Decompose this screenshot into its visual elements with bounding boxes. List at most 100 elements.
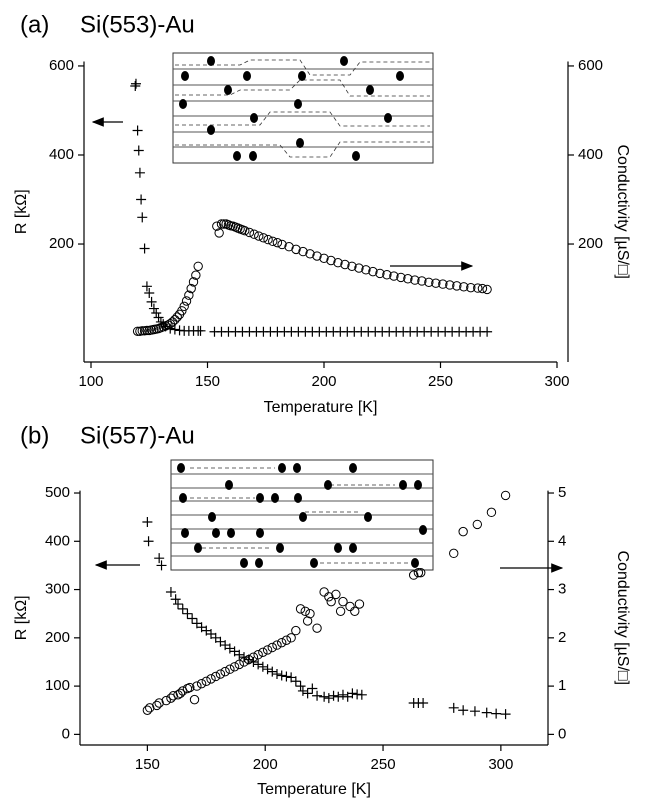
plus-point	[356, 689, 367, 700]
x-tick-label: 100	[78, 373, 103, 390]
y-tick-label: 200	[49, 235, 74, 252]
plus-point	[253, 659, 264, 670]
x-axis-label: Temperature [K]	[264, 399, 378, 416]
plus-point	[136, 194, 147, 205]
circle-point	[249, 229, 259, 239]
plus-point	[333, 691, 344, 702]
plus-point	[170, 594, 181, 605]
circle-point	[452, 281, 462, 291]
y2-tick-label: 3	[558, 581, 566, 598]
circle-point	[267, 642, 277, 653]
y-axis-label: R [kΩ]	[13, 189, 30, 234]
circle-point	[281, 635, 292, 645]
circle-point	[312, 251, 322, 261]
circle-point	[277, 637, 287, 648]
circle-point	[244, 654, 254, 665]
circle-point	[258, 647, 268, 658]
circle-point	[196, 678, 207, 689]
y-tick-label: 600	[49, 57, 74, 74]
y2-tick-label: 0	[558, 725, 566, 742]
circle-point	[145, 703, 155, 713]
plus-point	[312, 690, 323, 701]
circle-point	[482, 284, 492, 295]
inset-b	[170, 459, 434, 571]
circle-point	[350, 606, 360, 616]
circle-point	[229, 662, 240, 672]
circle-point	[225, 664, 235, 674]
plus-point	[133, 145, 144, 156]
plus-point	[248, 656, 259, 667]
circle-point	[188, 277, 199, 287]
plus-point	[458, 705, 469, 716]
circle-point	[458, 526, 468, 537]
circle-point	[244, 227, 255, 238]
circle-point	[167, 317, 178, 327]
circle-point	[185, 682, 195, 693]
circle-point	[416, 567, 426, 578]
plus-point	[130, 78, 141, 89]
plus-point	[173, 599, 184, 610]
circle-point	[326, 255, 336, 266]
circle-point	[211, 671, 221, 682]
circle-point	[291, 625, 301, 636]
circle-point	[500, 490, 511, 501]
circle-point	[201, 676, 211, 686]
plus-point	[481, 707, 492, 718]
circle-point	[175, 688, 186, 699]
plus-point	[323, 693, 334, 704]
plus-point	[491, 708, 502, 719]
circle-point	[234, 659, 244, 670]
circle-point	[324, 592, 334, 602]
y-tick-label: 400	[49, 146, 74, 163]
circle-point	[413, 567, 424, 578]
circle-point	[254, 231, 264, 241]
plus-point	[156, 560, 167, 571]
plus-point	[195, 325, 206, 336]
y-axis-label: R [kΩ]	[13, 595, 30, 640]
circle-point	[438, 279, 448, 289]
circle-point	[179, 301, 189, 312]
circle-point	[216, 219, 227, 229]
circle-point	[212, 221, 222, 231]
circle-point	[263, 234, 273, 245]
plus-point	[177, 603, 188, 614]
circle-point	[417, 276, 427, 286]
x-axis-label: Temperature [K]	[257, 781, 371, 798]
x-tick-label: 150	[195, 373, 220, 390]
circle-point	[214, 228, 224, 238]
plus-point	[500, 709, 511, 720]
circle-point	[132, 326, 143, 336]
circle-point	[295, 604, 306, 614]
y-tick-label: 400	[45, 532, 70, 549]
circle-point	[410, 275, 420, 285]
y2-tick-label: 200	[578, 235, 603, 252]
arrows	[91, 117, 564, 573]
plus-point	[469, 706, 480, 717]
circle-point	[277, 239, 287, 250]
circle-point	[170, 315, 180, 325]
plus-point	[137, 212, 148, 223]
plus-point	[290, 676, 301, 687]
y-tick-label: 300	[45, 581, 70, 598]
chart-title: Si(553)-Au	[80, 11, 195, 38]
circle-point	[193, 261, 203, 271]
circle-point	[319, 253, 329, 263]
plus-point	[187, 613, 198, 624]
panel-label: (a)	[20, 11, 49, 38]
circle-point	[152, 700, 162, 711]
circle-point	[302, 616, 313, 626]
circle-point	[189, 694, 200, 705]
plus-point	[142, 516, 153, 527]
circle-point	[331, 589, 341, 600]
circle-point	[186, 283, 196, 294]
panel-label: (b)	[20, 422, 49, 449]
circle-point	[192, 681, 202, 691]
plus-point	[257, 661, 268, 672]
circle-point	[368, 266, 378, 277]
circle-point	[262, 645, 273, 655]
y-tick-label: 0	[62, 725, 70, 742]
circle-point	[220, 666, 230, 677]
circle-point	[305, 249, 315, 259]
circle-point	[239, 657, 249, 667]
